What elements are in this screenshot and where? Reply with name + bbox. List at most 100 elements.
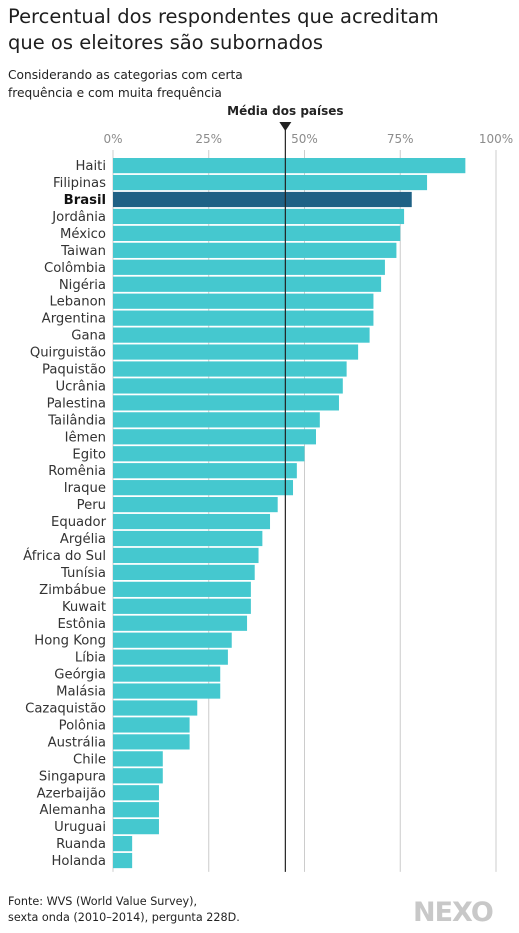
category-label: Hong Kong: [34, 634, 106, 649]
x-tick-label: 100%: [479, 132, 513, 146]
bar: [113, 225, 401, 241]
bar: [113, 208, 405, 225]
bar: [113, 513, 271, 530]
bar: [113, 429, 316, 445]
bar: [113, 734, 190, 750]
bar: [113, 412, 320, 428]
source-line-2: sexta onda (2010–2014), pergunta 228D.: [8, 911, 240, 924]
bar: [113, 615, 248, 631]
bar: [113, 564, 255, 580]
category-label: Uruguai: [54, 820, 106, 835]
x-tick-label: 75%: [387, 132, 414, 146]
bar: [113, 581, 251, 597]
category-label: Iêmen: [65, 429, 106, 445]
category-label: México: [60, 226, 106, 242]
bar: [113, 785, 159, 801]
bar: [113, 598, 251, 614]
category-label: Filipinas: [53, 176, 106, 191]
bar: [113, 293, 374, 309]
category-label: Zimbábue: [39, 582, 106, 598]
category-label: Ucrânia: [55, 378, 106, 394]
bar: [113, 463, 297, 479]
bar: [113, 344, 359, 360]
category-label: Azerbaijão: [37, 786, 106, 801]
source-note: Fonte: WVS (World Value Survey), sexta o…: [8, 894, 240, 926]
bar: [113, 327, 370, 343]
category-label: Kuwait: [62, 600, 106, 615]
chart-title: Percentual dos respondentes que acredita…: [8, 4, 513, 56]
category-label: Geórgia: [54, 667, 106, 683]
category-label: Polônia: [59, 717, 106, 733]
bar: [113, 717, 190, 733]
x-tick-label: 50%: [291, 132, 318, 146]
category-label: Líbia: [75, 650, 106, 666]
bar: [113, 242, 397, 258]
bar: [113, 700, 198, 716]
reference-line-label: Média dos países: [227, 104, 344, 118]
category-label: Gana: [71, 329, 106, 344]
category-label: Colômbia: [44, 260, 106, 276]
category-label: Peru: [77, 498, 106, 513]
category-label: Tunísia: [60, 565, 106, 581]
bar: [113, 497, 278, 513]
chart-title-line-2: que os eleitores são subornados: [8, 31, 324, 54]
category-label: Taiwan: [60, 244, 106, 259]
bar: [113, 378, 343, 394]
category-label: Equador: [51, 515, 107, 530]
bar: [113, 632, 232, 648]
category-label: Alemanha: [39, 803, 106, 818]
bar: [113, 191, 412, 208]
category-label: Tailândia: [47, 412, 106, 428]
category-label: Ruanda: [56, 837, 106, 852]
bar: [113, 446, 305, 462]
category-label: Jordânia: [51, 209, 106, 225]
chart-subtitle-line-1: Considerando as categorias com certa: [8, 68, 243, 82]
category-label: Romênia: [48, 463, 106, 479]
nexo-logo: NEXO: [413, 897, 494, 928]
bar: [113, 768, 163, 784]
category-label: Quirguistão: [30, 346, 106, 361]
category-label: Argentina: [42, 312, 106, 327]
category-label: Holanda: [51, 854, 106, 869]
category-label: Austrália: [48, 734, 106, 750]
category-label: Egito: [72, 447, 106, 462]
bar: [113, 666, 221, 682]
bar: [113, 310, 374, 326]
bar: [113, 683, 221, 699]
bar: [113, 259, 385, 275]
chart-subtitle: Considerando as categorias com certa fre…: [8, 66, 513, 102]
bar: [113, 819, 159, 835]
category-label: Cazaquistão: [25, 702, 106, 717]
category-label: Palestina: [47, 396, 106, 411]
bar: [113, 836, 133, 852]
category-label: Paquistão: [42, 363, 106, 378]
category-label: Chile: [73, 752, 106, 767]
bar: [113, 649, 228, 665]
bar: [113, 158, 466, 174]
category-label: Estônia: [57, 616, 106, 632]
bar: [113, 480, 294, 496]
chart-title-line-1: Percentual dos respondentes que acredita…: [8, 5, 439, 28]
source-line-1: Fonte: WVS (World Value Survey),: [8, 895, 198, 908]
bar: [113, 361, 347, 377]
category-label: Nigéria: [59, 277, 106, 293]
x-tick-label: 0%: [103, 132, 122, 146]
category-label: África do Sul: [23, 547, 106, 564]
category-label: Malásia: [56, 684, 106, 700]
chart-subtitle-line-2: frequência e com muita frequência: [8, 86, 222, 100]
category-label: Brasil: [64, 193, 106, 208]
bar: [113, 530, 263, 547]
category-label: Singapura: [39, 769, 106, 784]
bar: [113, 174, 428, 191]
bar: [113, 802, 159, 818]
category-label: Argélia: [60, 531, 106, 547]
bar: [113, 395, 339, 411]
category-label: Haiti: [76, 159, 107, 174]
bar: [113, 276, 382, 292]
bar: [113, 751, 163, 767]
x-tick-label: 25%: [195, 132, 222, 146]
reference-marker-icon: [279, 122, 292, 131]
category-label: Iraque: [64, 481, 106, 496]
bar: [113, 852, 133, 869]
category-label: Lebanon: [50, 295, 106, 310]
